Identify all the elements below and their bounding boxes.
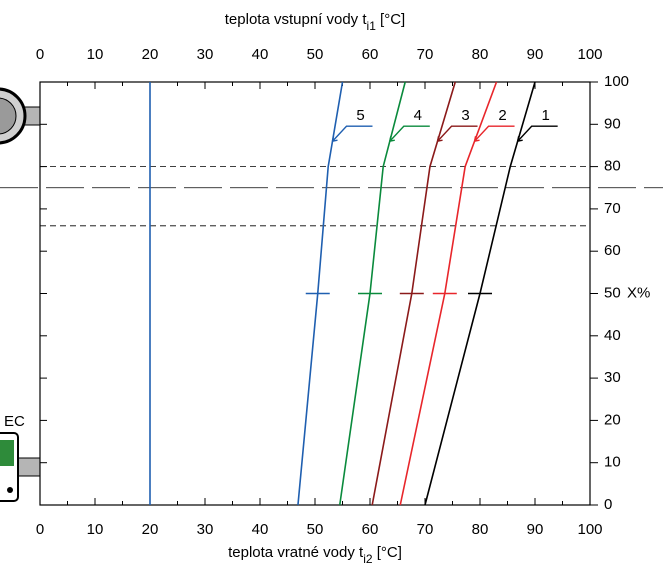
bottom-axis-title: teplota vratné vody ti2 [°C] (228, 544, 402, 566)
x-tick-label: 80 (472, 521, 489, 538)
x2-tick-label: 50 (307, 46, 324, 63)
x-tick-label: 70 (417, 521, 434, 538)
curve (399, 81, 498, 506)
axis-title-part: teplota vstupní vody t (225, 11, 368, 28)
label-leader (516, 125, 558, 142)
label-leader (331, 125, 373, 142)
y-axis-title: X% (627, 284, 650, 301)
axis-title-part: teplota vratné vody t (228, 544, 364, 561)
x2-tick-label: 80 (472, 46, 489, 63)
left-devices (0, 87, 41, 502)
device-button (7, 487, 13, 493)
x-tick-label: 90 (527, 521, 544, 538)
label-leader (473, 125, 515, 142)
y-tick-label: 80 (604, 158, 621, 175)
x2-tick-label: 70 (417, 46, 434, 63)
x-tick-label: 100 (577, 521, 602, 538)
series-label: 3 (461, 107, 469, 124)
axis-title-part: i1 (367, 19, 377, 33)
y-tick-label: 10 (604, 454, 621, 471)
y-tick-label: 90 (604, 115, 621, 132)
x2-tick-label: 30 (197, 46, 214, 63)
x-tick-label: 0 (36, 521, 44, 538)
curve (338, 81, 406, 506)
x2-tick-label: 20 (142, 46, 159, 63)
axis-title-part: i2 (363, 552, 373, 566)
x-tick-label: 30 (197, 521, 214, 538)
x2-tick-label: 60 (362, 46, 379, 63)
y-tick-label: 70 (604, 200, 621, 217)
label-leader (389, 125, 430, 142)
x2-tick-label: 100 (577, 46, 602, 63)
series-label: 4 (414, 107, 422, 124)
x2-tick-label: 0 (36, 46, 44, 63)
x-tick-label: 40 (252, 521, 269, 538)
x2-tick-label: 10 (87, 46, 104, 63)
x-tick-label: 50 (307, 521, 324, 538)
y-tick-label: 50 (604, 284, 621, 301)
y-tick-label: 30 (604, 369, 621, 386)
x2-tick-label: 40 (252, 46, 269, 63)
y-tick-label: 40 (604, 327, 621, 344)
series-label: 1 (542, 107, 550, 124)
axis-title-part: [°C] (373, 544, 402, 561)
y-tick-label: 0 (604, 496, 612, 513)
series-label: 5 (356, 107, 364, 124)
series-label: 2 (498, 107, 506, 124)
top-axis-title: teplota vstupní vody ti1 [°C] (225, 11, 405, 33)
x-tick-label: 10 (87, 521, 104, 538)
y-tick-label: 60 (604, 242, 621, 259)
axis-title-part: [°C] (376, 11, 405, 28)
x-tick-label: 60 (362, 521, 379, 538)
curve (371, 81, 457, 506)
label-leader (436, 125, 478, 142)
gauge-inner (0, 97, 17, 135)
y-tick-label: 100 (604, 73, 629, 90)
device-label: EC (4, 413, 25, 430)
y-tick-label: 20 (604, 411, 621, 428)
device-screen (0, 440, 14, 466)
x-tick-label: 20 (142, 521, 159, 538)
curve (297, 81, 344, 506)
x2-tick-label: 90 (527, 46, 544, 63)
curve (424, 81, 536, 506)
